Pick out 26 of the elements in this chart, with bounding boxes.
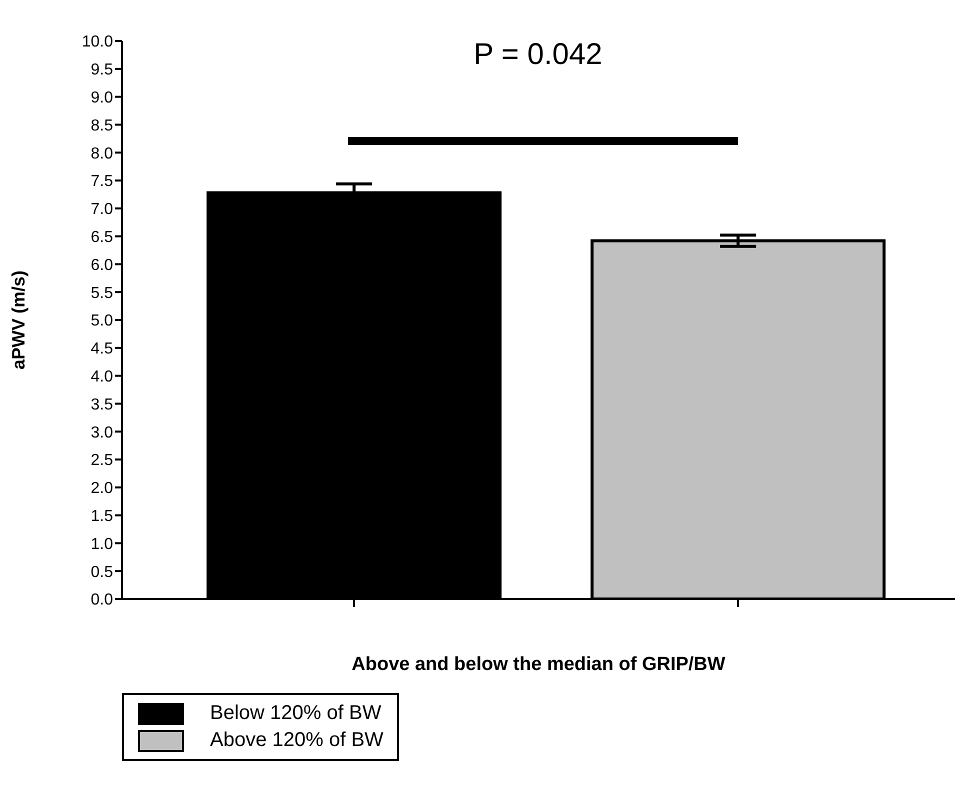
y-tick-label: 4.5 bbox=[90, 340, 114, 358]
y-tick-label: 6.5 bbox=[90, 228, 114, 246]
y-tick-label: 9.5 bbox=[90, 62, 114, 79]
y-tick-label: 3.5 bbox=[90, 396, 114, 414]
y-tick-label: 4.0 bbox=[90, 368, 114, 386]
x-axis-title: Above and below the median of GRIP/BW bbox=[352, 654, 726, 675]
y-axis-title: aPWV (m/s) bbox=[8, 270, 28, 370]
legend-label: Above 120% of BW bbox=[210, 729, 384, 752]
y-tick-label: 1.0 bbox=[90, 536, 114, 553]
y-tick-label: 3.0 bbox=[90, 424, 114, 442]
y-tick-label: 5.0 bbox=[90, 312, 114, 330]
y-tick-label: 6.0 bbox=[90, 256, 114, 274]
y-tick-label: 0.0 bbox=[90, 592, 114, 609]
legend-label: Below 120% of BW bbox=[210, 702, 382, 725]
y-tick-label: 0.5 bbox=[90, 564, 114, 581]
y-tick-label: 2.5 bbox=[90, 452, 114, 470]
y-tick-label: 9.0 bbox=[90, 89, 114, 106]
y-tick-label: 1.5 bbox=[90, 508, 114, 525]
y-tick-label: 7.0 bbox=[90, 201, 114, 218]
y-tick-label: 5.5 bbox=[90, 284, 114, 302]
y-tick-label: 8.5 bbox=[90, 117, 114, 134]
y-tick-label: 10.0 bbox=[82, 34, 114, 51]
y-tick-label: 8.0 bbox=[90, 145, 114, 162]
annotation: P = 0.042 bbox=[472, 38, 604, 72]
y-tick-label: 7.5 bbox=[90, 173, 114, 190]
y-tick-label: 2.0 bbox=[90, 480, 114, 498]
